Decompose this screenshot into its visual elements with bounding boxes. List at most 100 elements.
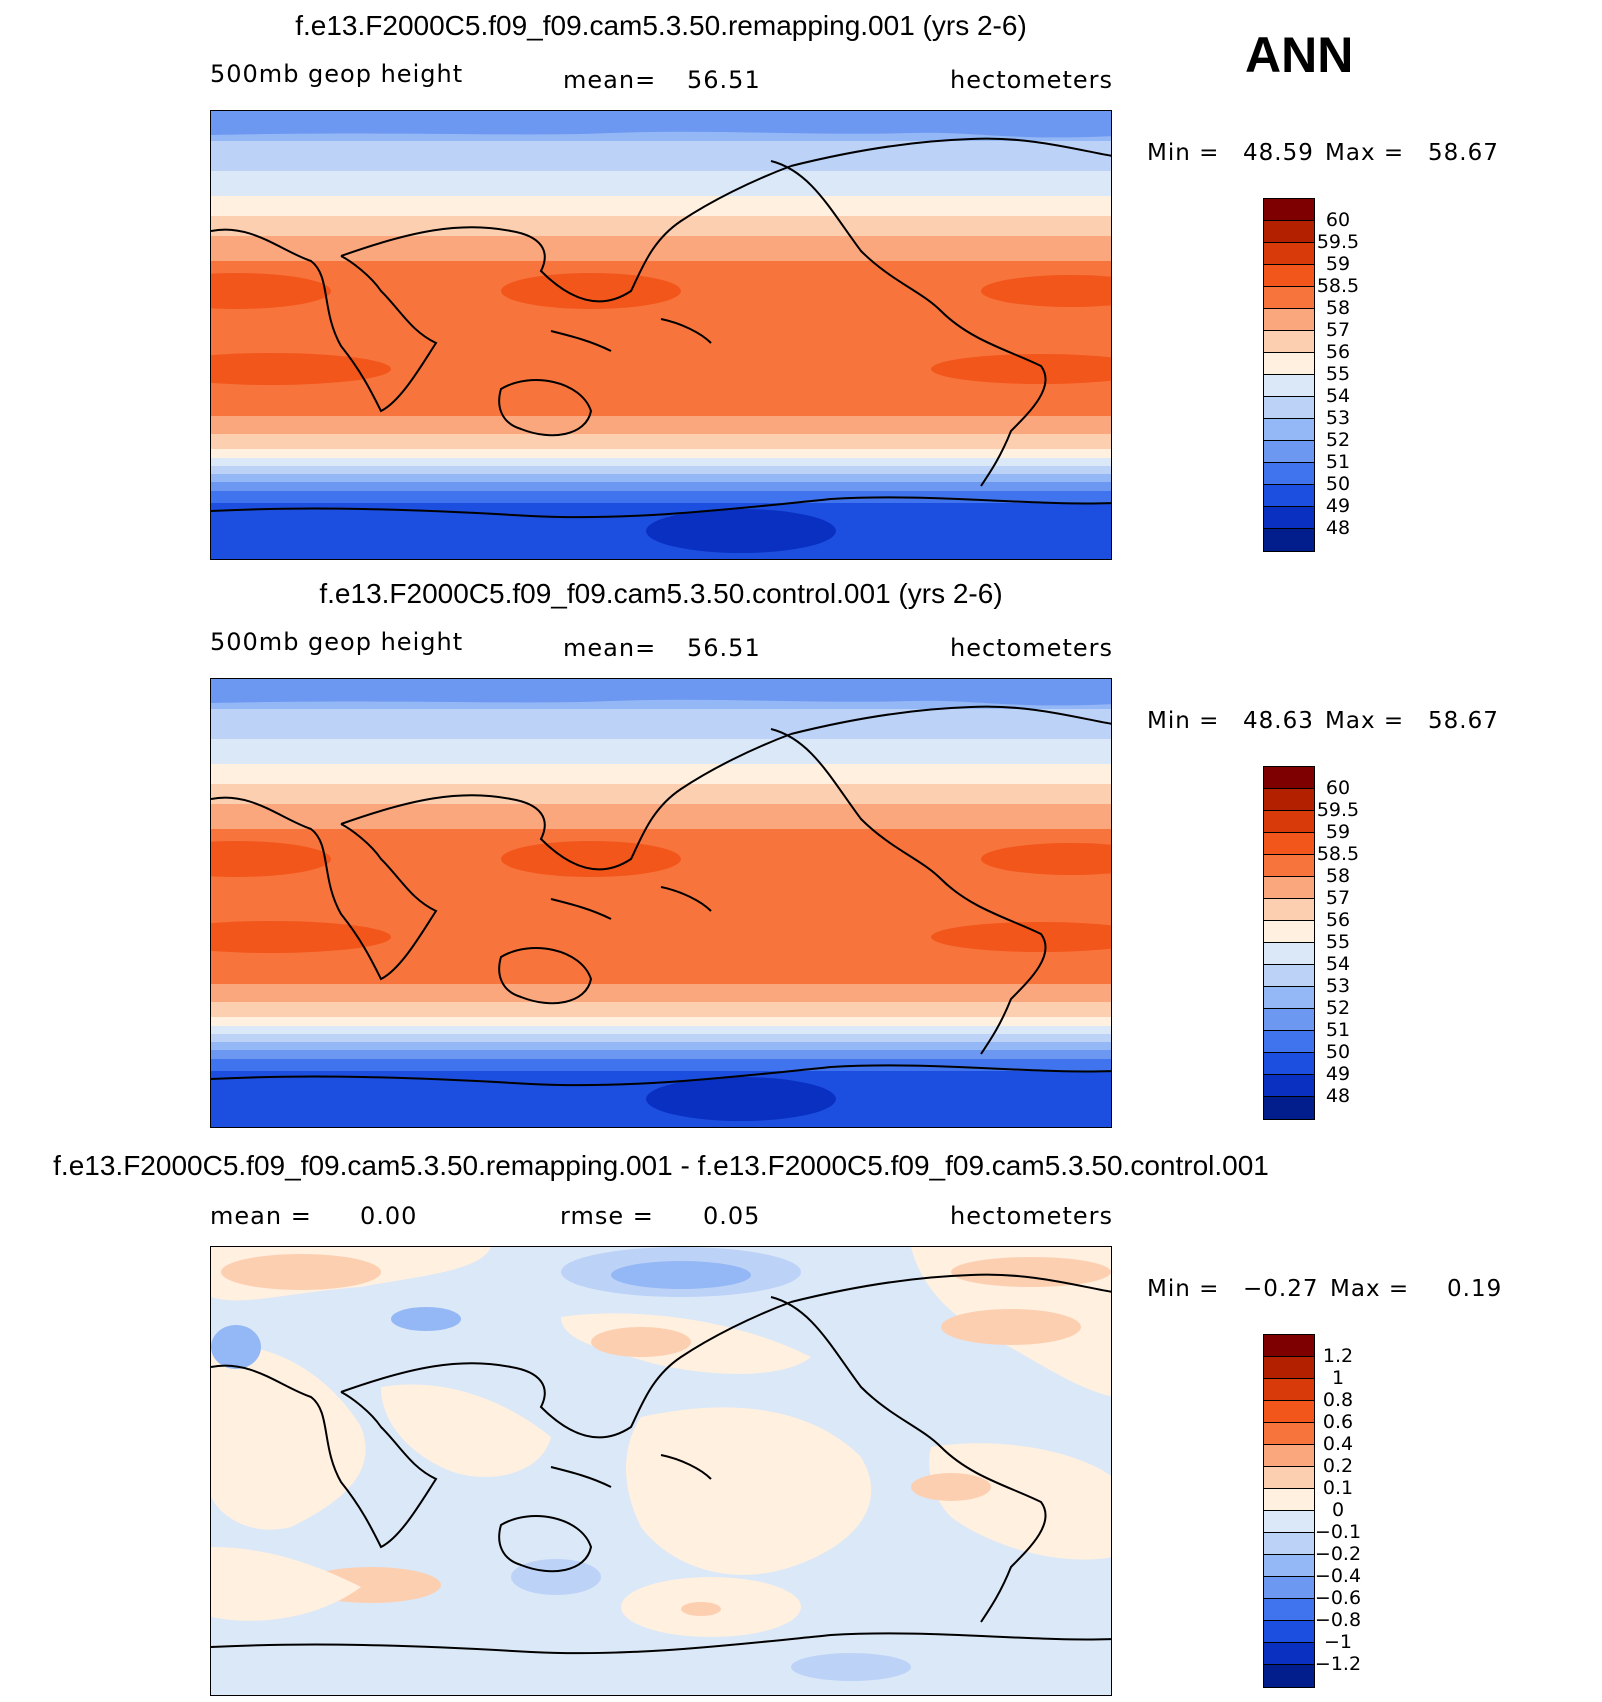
panel-2-colorbar-swatch: [1264, 921, 1314, 943]
panel-1-variable-label: 500mb geop height: [210, 60, 464, 88]
panel-2-units: hectometers: [950, 634, 1113, 662]
panel-2-colorbar-swatch: [1264, 767, 1314, 789]
panel-2-max-label: Max =: [1325, 708, 1405, 734]
panel-1-colorbar-tick-label: 59: [1325, 253, 1351, 275]
panel-3-min-value: −0.27: [1243, 1276, 1319, 1302]
panel-3-colorbar-swatch: [1264, 1665, 1314, 1687]
panel-2-colorbar-swatch: [1264, 943, 1314, 965]
panel-2-variable-label: 500mb geop height: [210, 628, 464, 656]
panel-3-units: hectometers: [950, 1202, 1113, 1230]
panel-2-title: f.e13.F2000C5.f09_f09.cam5.3.50.control.…: [319, 578, 1003, 609]
panel-1-colorbar-tick-label: 58.5: [1316, 275, 1360, 297]
panel-2-map: [210, 678, 1112, 1128]
panel-1-colorbar-tick-label: 52: [1325, 429, 1351, 451]
panel-3-colorbar-swatch: [1264, 1489, 1314, 1511]
panel-2-colorbar-swatch: [1264, 1053, 1314, 1075]
panel-2-colorbar-tick-label: 50: [1325, 1041, 1351, 1063]
panel-1-coastlines: [211, 137, 1111, 519]
panel-1-colorbar-swatch: [1264, 353, 1314, 375]
panel-2-colorbar-tick-label: 49: [1325, 1063, 1351, 1085]
panel-1-colorbar-tick-label: 49: [1325, 495, 1351, 517]
panel-2-colorbar-tick-label: 58.5: [1316, 843, 1360, 865]
panel-1-colorbar-swatch: [1264, 199, 1314, 221]
panel-3-colorbar-swatch: [1264, 1599, 1314, 1621]
panel-1-colorbar-swatch: [1264, 243, 1314, 265]
panel-3-colorbar-tick-label: −1.2: [1314, 1653, 1362, 1675]
panel-3-title: f.e13.F2000C5.f09_f09.cam5.3.50.remappin…: [53, 1150, 1269, 1181]
panel-3-colorbar-swatch: [1264, 1335, 1314, 1357]
panel-3-colorbar-tick-label: −1: [1323, 1631, 1352, 1653]
panel-3-colorbar-tick-label: −0.1: [1314, 1521, 1362, 1543]
panel-2-colorbar-swatch: [1264, 1031, 1314, 1053]
panel-2-colorbar-swatch: [1264, 877, 1314, 899]
panel-3-colorbar-swatch: [1264, 1379, 1314, 1401]
panel-3-colorbar-swatch: [1264, 1401, 1314, 1423]
panel-3-colorbar-swatch: [1264, 1467, 1314, 1489]
panel-1-max-label: Max =: [1325, 140, 1405, 166]
panel-1-colorbar-tick-label: 56: [1325, 341, 1351, 363]
panel-1-colorbar-swatch: [1264, 485, 1314, 507]
panel-2-colorbar-tick-label: 59.5: [1316, 799, 1360, 821]
panel-1-colorbar-tick-label: 58: [1325, 297, 1351, 319]
panel-2-colorbar-tick-label: 56: [1325, 909, 1351, 931]
panel-2-colorbar-tick-label: 60: [1325, 777, 1351, 799]
panel-1-colorbar-swatch: [1264, 397, 1314, 419]
panel-2-min-value: 48.63: [1243, 708, 1314, 734]
panel-2-colorbar-tick-label: 51: [1325, 1019, 1351, 1041]
panel-3-colorbar-tick-label: 0: [1331, 1499, 1345, 1521]
panel-1-colorbar-tick-label: 50: [1325, 473, 1351, 495]
panel-3-colorbar-swatch: [1264, 1423, 1314, 1445]
panel-3-colorbar-tick-label: 0.2: [1322, 1455, 1354, 1477]
panel-2-mean-label: mean=: [563, 634, 657, 662]
panel-3-colorbar-swatch: [1264, 1555, 1314, 1577]
panel-1-colorbar-swatch: [1264, 287, 1314, 309]
panel-2-colorbar-swatch: [1264, 789, 1314, 811]
panel-2-colorbar-tick-label: 48: [1325, 1085, 1351, 1107]
panel-1-colorbar-swatch: [1264, 375, 1314, 397]
panel-3-colorbar-tick-label: −0.2: [1314, 1543, 1362, 1565]
season-label: ANN: [1245, 27, 1354, 83]
panel-1-min-value: 48.59: [1243, 140, 1314, 166]
panel-3-colorbar-tick-label: −0.6: [1314, 1587, 1362, 1609]
panel-1-colorbar-swatch: [1264, 331, 1314, 353]
panel-2-colorbar-tick-label: 53: [1325, 975, 1351, 997]
panel-2-colorbar-tick-label: 55: [1325, 931, 1351, 953]
panel-3-min-label: Min =: [1147, 1276, 1220, 1302]
panel-3-colorbar-tick-label: 0.4: [1322, 1433, 1354, 1455]
panel-1-colorbar-swatch: [1264, 441, 1314, 463]
panel-1-colorbar-swatch: [1264, 265, 1314, 287]
panel-1-colorbar-tick-label: 54: [1325, 385, 1351, 407]
panel-2-colorbar-swatch: [1264, 1097, 1314, 1119]
panel-3-colorbar-swatch: [1264, 1643, 1314, 1665]
panel-1-colorbar-swatch: [1264, 507, 1314, 529]
panel-2-mean-value: 56.51: [687, 634, 761, 662]
panel-1-colorbar-tick-label: 48: [1325, 517, 1351, 539]
panel-2-colorbar-tick-label: 58: [1325, 865, 1351, 887]
panel-1-colorbar-swatch: [1264, 309, 1314, 331]
panel-3-max-label: Max =: [1330, 1276, 1410, 1302]
panel-3-colorbar-swatch: [1264, 1577, 1314, 1599]
panel-1-title: f.e13.F2000C5.f09_f09.cam5.3.50.remappin…: [295, 10, 1027, 41]
panel-2-colorbar-swatch: [1264, 1009, 1314, 1031]
panel-3-contour-field: [211, 1247, 1111, 1695]
panel-1-min-label: Min =: [1147, 140, 1220, 166]
panel-1-colorbar-swatch: [1264, 463, 1314, 485]
panel-3-colorbar-swatch: [1264, 1445, 1314, 1467]
panel-2-colorbar-tick-label: 54: [1325, 953, 1351, 975]
panel-3-colorbar-tick-label: −0.8: [1314, 1609, 1362, 1631]
panel-1-colorbar-tick-label: 59.5: [1316, 231, 1360, 253]
panel-3-colorbar-swatch: [1264, 1511, 1314, 1533]
panel-1-colorbar-tick-label: 57: [1325, 319, 1351, 341]
panel-1-colorbar-swatch: [1264, 221, 1314, 243]
panel-3-rmse-value: 0.05: [703, 1202, 761, 1230]
panel-3-max-value: 0.19: [1447, 1276, 1503, 1302]
panel-1-colorbar-tick-label: 53: [1325, 407, 1351, 429]
panel-2-colorbar-swatch: [1264, 965, 1314, 987]
panel-1-map: [210, 110, 1112, 560]
panel-3-mean-value: 0.00: [360, 1202, 418, 1230]
panel-1-contour-field: [211, 111, 1111, 559]
panel-1-max-value: 58.67: [1428, 140, 1499, 166]
panel-1-units: hectometers: [950, 66, 1113, 94]
panel-1-mean-label: mean=: [563, 66, 657, 94]
panel-3-coastlines: [211, 1273, 1111, 1655]
